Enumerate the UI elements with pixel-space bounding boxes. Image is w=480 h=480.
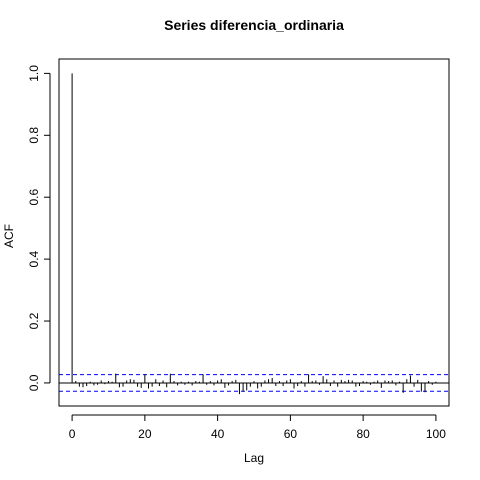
y-tick-label-0: 0.0: [27, 374, 41, 391]
y-axis-label: ACF: [2, 224, 16, 248]
x-tick-label-40: 40: [211, 427, 225, 441]
x-tick-label-80: 80: [356, 427, 370, 441]
plot-frame: [58, 58, 450, 407]
chart-title: Series diferencia_ordinaria: [164, 17, 344, 33]
y-tick-label-3: 0.6: [27, 189, 41, 206]
x-tick-label-20: 20: [138, 427, 152, 441]
y-tick-label-5: 1.0: [27, 65, 41, 82]
y-tick-label-2: 0.4: [27, 250, 41, 267]
y-axis: 0.0 0.2 0.4 0.6 0.8 1.0: [27, 65, 51, 391]
y-tick-label-4: 0.8: [27, 127, 41, 144]
x-tick-label-60: 60: [284, 427, 298, 441]
x-tick-label-0: 0: [69, 427, 76, 441]
acf-bars: [71, 73, 437, 395]
x-axis: 0 20 40 60 80 100: [69, 414, 446, 441]
confidence-bounds: [59, 374, 449, 392]
y-tick-label-1: 0.2: [27, 312, 41, 329]
x-axis-label: Lag: [244, 451, 264, 465]
x-tick-label-100: 100: [426, 427, 446, 441]
